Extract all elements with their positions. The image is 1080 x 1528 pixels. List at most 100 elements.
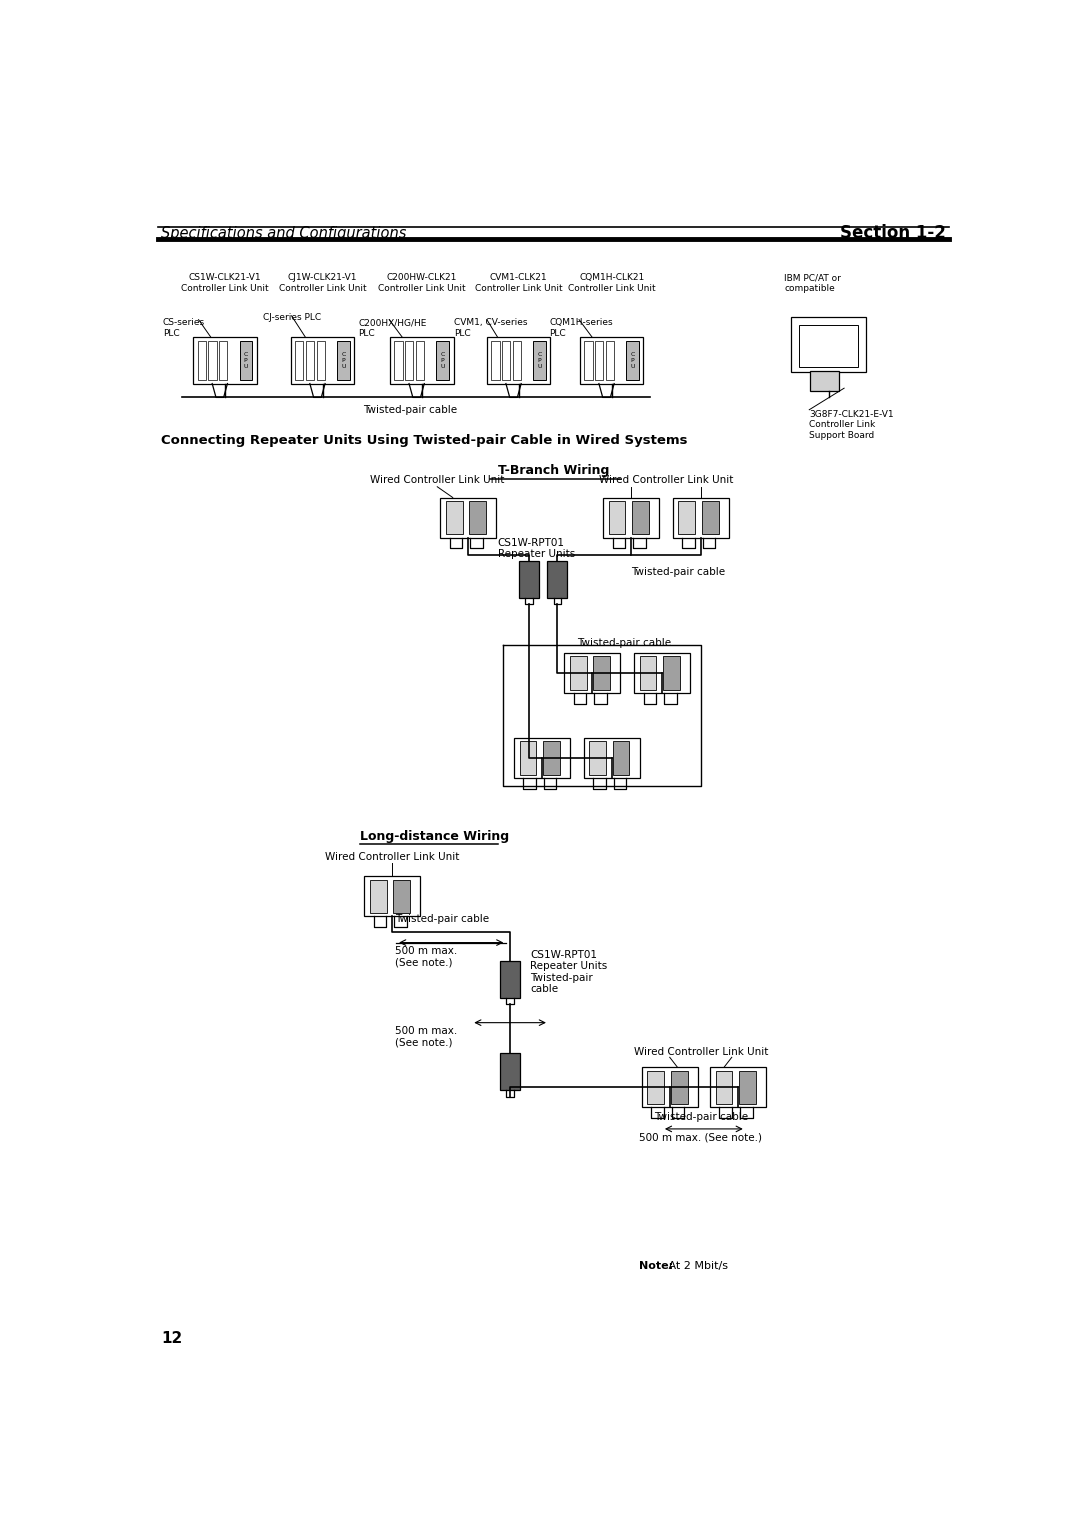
Bar xyxy=(716,1071,732,1105)
Text: Twisted-pair cable: Twisted-pair cable xyxy=(631,567,725,576)
Bar xyxy=(446,501,462,535)
Bar xyxy=(593,656,610,691)
Text: Twisted-pair
cable: Twisted-pair cable xyxy=(530,973,593,995)
Bar xyxy=(519,741,537,775)
Bar xyxy=(565,652,620,694)
Text: CS-series
PLC: CS-series PLC xyxy=(163,318,205,338)
Bar xyxy=(603,498,659,538)
Bar xyxy=(739,1071,756,1105)
Bar xyxy=(364,877,420,917)
Text: 500 m max. (See note.): 500 m max. (See note.) xyxy=(639,1132,762,1141)
Bar xyxy=(570,656,586,691)
Text: CQM1H-series
PLC: CQM1H-series PLC xyxy=(550,318,613,338)
Bar xyxy=(500,1053,521,1091)
Bar xyxy=(394,341,403,380)
Text: CS1W-CLK21-V1
Controller Link Unit: CS1W-CLK21-V1 Controller Link Unit xyxy=(181,274,269,293)
Bar xyxy=(514,738,570,778)
Bar xyxy=(316,341,325,380)
Text: Wired Controller Link Unit: Wired Controller Link Unit xyxy=(370,475,504,486)
Bar xyxy=(193,338,257,384)
Bar xyxy=(306,341,314,380)
Text: C200HW-CLK21
Controller Link Unit: C200HW-CLK21 Controller Link Unit xyxy=(378,274,465,293)
Bar xyxy=(606,341,615,380)
Bar xyxy=(416,341,424,380)
Bar xyxy=(810,371,839,391)
Text: Twisted-pair cable: Twisted-pair cable xyxy=(653,1112,747,1122)
Text: Twisted-pair cable: Twisted-pair cable xyxy=(577,637,671,648)
Text: Wired Controller Link Unit: Wired Controller Link Unit xyxy=(598,475,733,486)
Bar xyxy=(502,341,511,380)
Bar xyxy=(663,656,679,691)
Bar xyxy=(208,341,217,380)
Bar xyxy=(647,1071,664,1105)
Text: CJ1W-CLK21-V1
Controller Link Unit: CJ1W-CLK21-V1 Controller Link Unit xyxy=(279,274,366,293)
Bar xyxy=(612,741,630,775)
Text: 500 m max.
(See note.): 500 m max. (See note.) xyxy=(394,1025,457,1047)
Bar xyxy=(390,338,454,384)
Text: CVM1, CV-series
PLC: CVM1, CV-series PLC xyxy=(455,318,528,338)
Bar xyxy=(393,880,410,914)
Text: Twisted-pair cable: Twisted-pair cable xyxy=(394,914,489,924)
Text: IBM PC/AT or
compatible: IBM PC/AT or compatible xyxy=(784,274,841,293)
Text: Wired Controller Link Unit: Wired Controller Link Unit xyxy=(634,1047,768,1057)
Text: 3G8F7-CLK21-E-V1
Controller Link
Support Board: 3G8F7-CLK21-E-V1 Controller Link Support… xyxy=(809,410,894,440)
Bar xyxy=(632,501,649,535)
Bar xyxy=(518,561,539,597)
Text: T-Branch Wiring: T-Branch Wiring xyxy=(498,465,609,477)
Bar xyxy=(580,338,644,384)
Bar xyxy=(671,1071,688,1105)
Bar xyxy=(673,498,729,538)
Bar xyxy=(584,341,593,380)
Bar xyxy=(534,341,546,380)
Text: C
P
U: C P U xyxy=(441,351,445,368)
Bar xyxy=(500,961,521,998)
Bar xyxy=(710,1068,766,1108)
Text: CQM1H-CLK21
Controller Link Unit: CQM1H-CLK21 Controller Link Unit xyxy=(568,274,656,293)
Text: Wired Controller Link Unit: Wired Controller Link Unit xyxy=(325,853,459,862)
Text: Long-distance Wiring: Long-distance Wiring xyxy=(360,830,509,843)
Bar xyxy=(702,501,718,535)
Bar xyxy=(543,741,559,775)
Text: 12: 12 xyxy=(161,1331,183,1346)
Bar xyxy=(491,341,500,380)
Text: CVM1-CLK21
Controller Link Unit: CVM1-CLK21 Controller Link Unit xyxy=(475,274,563,293)
Bar xyxy=(291,338,354,384)
Bar xyxy=(792,316,866,371)
Text: CS1W-RPT01
Repeater Units: CS1W-RPT01 Repeater Units xyxy=(530,949,607,972)
Text: Connecting Repeater Units Using Twisted-pair Cable in Wired Systems: Connecting Repeater Units Using Twisted-… xyxy=(161,434,688,446)
Bar xyxy=(609,501,625,535)
Bar xyxy=(470,501,486,535)
Bar xyxy=(595,341,604,380)
Text: Specifications and Configurations: Specifications and Configurations xyxy=(161,226,407,241)
Bar xyxy=(642,1068,698,1108)
Bar xyxy=(513,341,522,380)
Bar xyxy=(487,338,551,384)
Bar xyxy=(198,341,206,380)
Text: C200HX/HG/HE
PLC: C200HX/HG/HE PLC xyxy=(359,318,427,338)
Text: CJ-series PLC: CJ-series PLC xyxy=(262,313,321,322)
Text: Section 1-2: Section 1-2 xyxy=(840,225,946,243)
Bar xyxy=(370,880,387,914)
Bar xyxy=(436,341,449,380)
Text: At 2 Mbit/s: At 2 Mbit/s xyxy=(665,1261,728,1271)
Bar xyxy=(799,325,859,367)
Bar xyxy=(583,738,639,778)
Bar xyxy=(337,341,350,380)
Text: C
P
U: C P U xyxy=(244,351,248,368)
Bar xyxy=(634,652,690,694)
Text: 500 m max.
(See note.): 500 m max. (See note.) xyxy=(394,946,457,967)
Bar xyxy=(548,561,567,597)
Bar xyxy=(626,341,639,380)
Text: C
P
U: C P U xyxy=(631,351,635,368)
Text: CS1W-RPT01
Repeater Units: CS1W-RPT01 Repeater Units xyxy=(498,538,575,559)
Bar xyxy=(639,656,657,691)
Text: Twisted-pair cable: Twisted-pair cable xyxy=(363,405,457,416)
Bar xyxy=(219,341,228,380)
Text: C
P
U: C P U xyxy=(538,351,542,368)
Text: C
P
U: C P U xyxy=(341,351,346,368)
Bar xyxy=(678,501,696,535)
Text: Note:: Note: xyxy=(638,1261,673,1271)
Bar xyxy=(590,741,606,775)
Bar xyxy=(295,341,303,380)
Bar xyxy=(405,341,414,380)
